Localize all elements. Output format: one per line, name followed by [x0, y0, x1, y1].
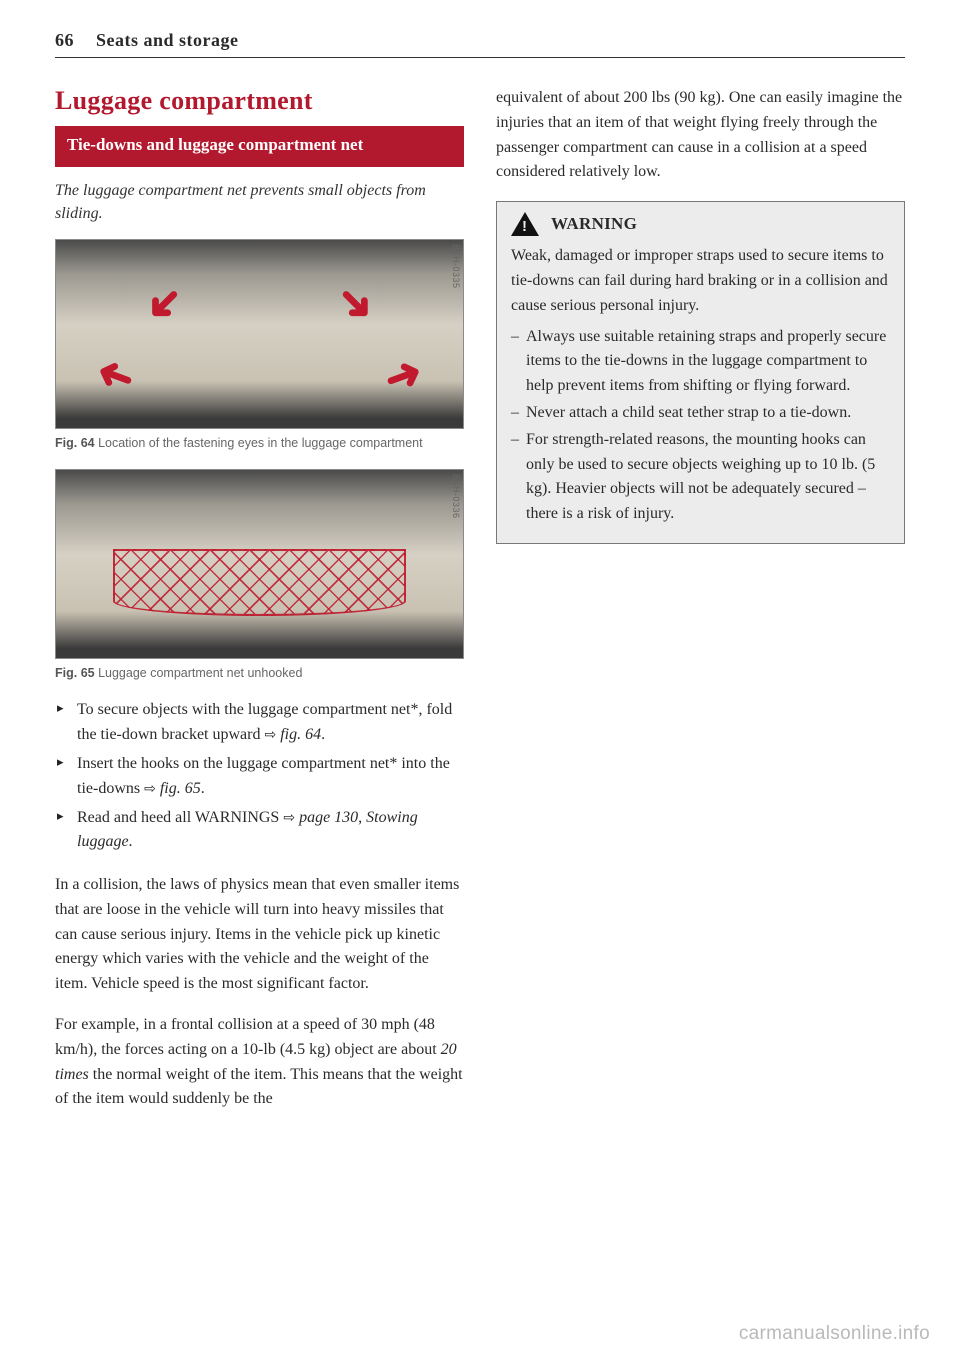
heading-luggage-compartment: Luggage compartment	[55, 86, 464, 116]
step-item: To secure objects with the luggage compa…	[55, 698, 464, 748]
figure-65-code: B4H-0336	[451, 474, 461, 519]
figure-64-caption: Fig. 64 Location of the fastening eyes i…	[55, 435, 464, 453]
subheading-tie-downs: Tie-downs and luggage compartment net	[55, 126, 464, 167]
reference-icon: ⇨	[283, 807, 295, 829]
warning-item: For strength-related reasons, the mounti…	[511, 428, 890, 527]
body-paragraph: In a collision, the laws of physics mean…	[55, 873, 464, 997]
figure-64-label: Fig. 64	[55, 436, 95, 450]
figure-65-caption-text: Luggage compartment net unhooked	[98, 666, 302, 680]
body-paragraph-continuation: equivalent of about 200 lbs (90 kg). One…	[496, 86, 905, 185]
right-column: equivalent of about 200 lbs (90 kg). One…	[496, 86, 905, 1128]
warning-list: Always use suitable retaining straps and…	[511, 325, 890, 527]
warning-title: WARNING	[551, 214, 637, 234]
reference-icon: ⇨	[144, 778, 156, 800]
step-text: Read and heed all WARNINGS ⇨ page 130, S…	[77, 809, 418, 851]
reference-icon: ⇨	[264, 724, 276, 746]
lead-text: The luggage compartment net prevents sma…	[55, 179, 464, 225]
warning-intro: Weak, damaged or improper straps used to…	[511, 244, 890, 318]
step-text: Insert the hooks on the luggage compartm…	[77, 755, 450, 797]
arrow-icon: ➜	[135, 275, 192, 332]
body-text: For example, in a frontal collision at a…	[55, 1016, 441, 1058]
warning-item: Never attach a child seat tether strap t…	[511, 401, 890, 426]
body-text: the normal weight of the item. This mean…	[55, 1066, 463, 1108]
figure-64-caption-text: Location of the fastening eyes in the lu…	[98, 436, 423, 450]
arrow-icon: ➜	[379, 349, 429, 403]
step-item: Read and heed all WARNINGS ⇨ page 130, S…	[55, 806, 464, 856]
figure-65-caption: Fig. 65 Luggage compartment net unhooked	[55, 665, 464, 683]
figure-64-code: B4H-0335	[451, 244, 461, 289]
watermark: carmanualsonline.info	[739, 1323, 930, 1345]
section-title: Seats and storage	[96, 30, 239, 51]
warning-item: Always use suitable retaining straps and…	[511, 325, 890, 399]
figure-64-image: B4H-0335 ➜ ➜ ➜ ➜	[55, 239, 464, 429]
step-item: Insert the hooks on the luggage compartm…	[55, 752, 464, 802]
arrow-icon: ➜	[90, 349, 140, 403]
net-overlay-icon	[113, 549, 406, 617]
step-text: To secure objects with the luggage compa…	[77, 701, 452, 743]
warning-triangle-icon	[511, 212, 539, 236]
warning-box: WARNING Weak, damaged or improper straps…	[496, 201, 905, 544]
figure-64: B4H-0335 ➜ ➜ ➜ ➜	[55, 239, 464, 429]
page-number: 66	[55, 30, 74, 51]
body-paragraph: For example, in a frontal collision at a…	[55, 1013, 464, 1112]
content-columns: Luggage compartment Tie-downs and luggag…	[55, 86, 905, 1128]
page-header: 66 Seats and storage	[55, 30, 905, 58]
figure-65-label: Fig. 65	[55, 666, 95, 680]
instruction-steps: To secure objects with the luggage compa…	[55, 698, 464, 855]
warning-header: WARNING	[511, 212, 890, 236]
figure-65: B4H-0336	[55, 469, 464, 659]
left-column: Luggage compartment Tie-downs and luggag…	[55, 86, 464, 1128]
arrow-icon: ➜	[326, 275, 383, 332]
figure-65-image: B4H-0336	[55, 469, 464, 659]
